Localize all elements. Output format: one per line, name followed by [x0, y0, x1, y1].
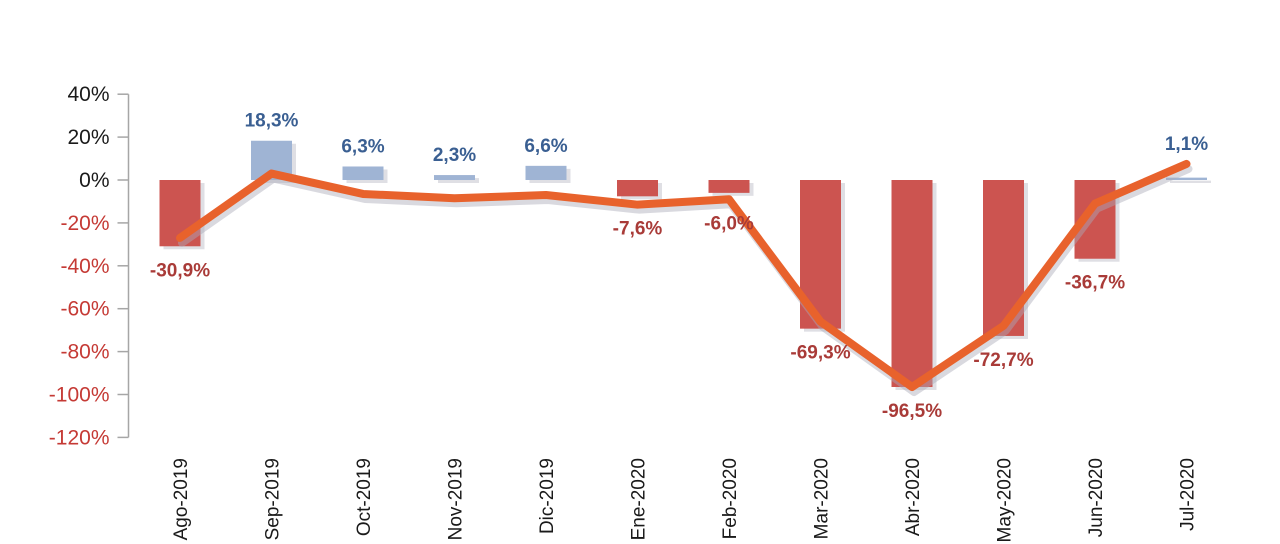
x-axis-label: Jun-2020 [1086, 458, 1107, 537]
y-axis-tick-label: -20% [60, 212, 109, 235]
bar-value-label: -30,9% [150, 260, 210, 281]
bar [1166, 177, 1207, 180]
bar-value-label: -96,5% [882, 401, 942, 422]
bar-value-label: -6,0% [704, 213, 754, 234]
x-axis-label: Jul-2020 [1178, 458, 1199, 531]
x-axis-label: Abr-2020 [903, 458, 924, 536]
bar-value-label: 18,3% [245, 111, 299, 132]
bar-value-label: 1,1% [1165, 134, 1208, 155]
y-axis-tick-label: 0% [79, 169, 109, 192]
bar-value-label: -72,7% [973, 350, 1033, 371]
x-axis-label: Oct-2019 [354, 458, 375, 536]
bar [708, 180, 750, 193]
bar-value-label: -36,7% [1065, 273, 1125, 294]
y-axis-tick-label: -60% [60, 298, 109, 321]
y-axis-tick-label: 20% [67, 126, 109, 149]
bar [434, 175, 475, 180]
y-axis-tick-label: 40% [67, 83, 109, 106]
trend-line [176, 159, 1191, 391]
bar-shadow [1170, 180, 1211, 183]
bar-shadow [438, 178, 479, 183]
bar [891, 180, 933, 387]
y-axis-tick-label: -100% [49, 384, 110, 407]
x-axis-label: May-2020 [995, 458, 1016, 543]
y-axis-tick-label: -80% [60, 341, 109, 364]
bar-value-label: 2,3% [433, 145, 476, 166]
trend-line-shadow [178, 164, 1193, 396]
bar-value-label: -69,3% [790, 343, 850, 364]
bar [342, 166, 384, 180]
x-axis-label: Ene-2020 [629, 458, 650, 540]
y-axis-tick-label: -120% [49, 426, 110, 449]
bar [525, 165, 567, 180]
bar-value-label: -7,6% [613, 219, 663, 240]
x-axis-label: Feb-2020 [720, 458, 741, 539]
x-axis-label: Mar-2020 [812, 458, 833, 539]
y-axis-tick-label: -40% [60, 255, 109, 278]
x-axis-label: Dic-2019 [537, 458, 558, 534]
bar-value-label: 6,3% [341, 136, 384, 157]
x-axis-label: Ago-2019 [171, 458, 192, 540]
x-axis-label: Sep-2019 [263, 458, 284, 540]
x-axis-label: Nov-2019 [446, 458, 467, 540]
bar [617, 180, 658, 197]
bar-value-label: 6,6% [524, 136, 567, 157]
